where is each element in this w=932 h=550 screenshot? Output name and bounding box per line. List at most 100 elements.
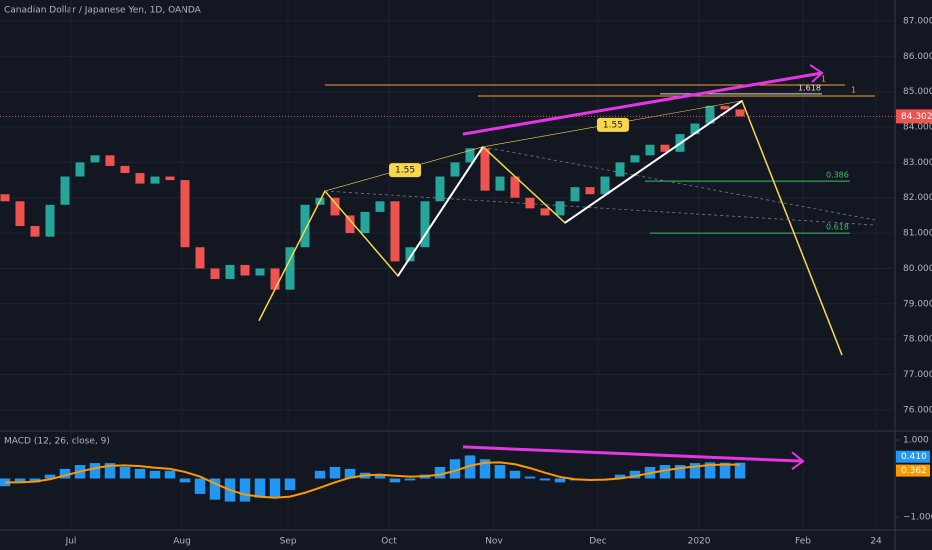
candle bbox=[405, 247, 415, 262]
candle bbox=[660, 144, 670, 152]
candle bbox=[45, 204, 55, 237]
last-value-label: 0.410 bbox=[901, 452, 927, 462]
candle bbox=[210, 268, 220, 280]
ratio-label: 1.55 bbox=[603, 120, 623, 130]
candle bbox=[270, 268, 280, 290]
candle bbox=[180, 180, 190, 248]
macd-bar bbox=[539, 478, 551, 481]
macd-bar bbox=[194, 478, 206, 494]
y-tick-label: 83.000 bbox=[903, 158, 932, 168]
last-price-box bbox=[896, 109, 932, 124]
signal-line bbox=[4, 461, 741, 499]
macd-bar bbox=[554, 478, 566, 483]
candle bbox=[195, 247, 205, 269]
macd-bar bbox=[449, 459, 461, 479]
x-tick-label: Jul bbox=[65, 537, 77, 547]
macd-bar bbox=[479, 459, 491, 479]
candle bbox=[420, 201, 430, 248]
candle bbox=[540, 208, 550, 216]
x-tick-label: Oct bbox=[381, 537, 397, 547]
x-tick-label: 24 bbox=[870, 537, 882, 547]
candle bbox=[120, 165, 130, 174]
y-tick-label: 84.000 bbox=[903, 123, 932, 133]
macd-bar bbox=[434, 466, 446, 479]
fib-label: 1 bbox=[851, 85, 856, 94]
trend-arrow bbox=[462, 71, 823, 136]
ratio-label: 1.55 bbox=[395, 166, 415, 176]
trend-leg bbox=[397, 146, 484, 277]
y-tick-label: 87.000 bbox=[903, 16, 932, 26]
candle bbox=[735, 109, 745, 117]
macd-bar bbox=[719, 462, 731, 479]
macd-bar bbox=[284, 478, 296, 491]
last-value-box bbox=[896, 464, 930, 477]
candle bbox=[225, 264, 235, 280]
y-tick-label: 80.000 bbox=[903, 264, 932, 274]
arrow-head bbox=[809, 64, 824, 83]
candle bbox=[135, 173, 145, 184]
candle bbox=[495, 176, 505, 191]
last-price-label: 84.302 bbox=[901, 112, 932, 122]
arrow-head bbox=[791, 451, 805, 470]
macd-bar bbox=[674, 465, 686, 479]
candle bbox=[465, 148, 475, 163]
candle bbox=[60, 176, 70, 205]
macd-bar bbox=[149, 470, 161, 479]
macd-title: MACD (12, 26, close, 9) bbox=[4, 437, 110, 447]
candle bbox=[480, 148, 490, 191]
candle bbox=[150, 176, 160, 184]
candle bbox=[300, 204, 310, 248]
candle bbox=[165, 176, 175, 181]
fib-label: 0.386 bbox=[826, 171, 849, 180]
macd-bar bbox=[239, 478, 251, 502]
macd-bar bbox=[629, 470, 641, 479]
x-tick-label: 2020 bbox=[688, 537, 711, 547]
macd-bar bbox=[689, 463, 701, 479]
chart-title: Canadian Dollar / Japanese Yen, 1D, OAND… bbox=[4, 6, 202, 16]
macd-bar bbox=[254, 478, 266, 498]
candle bbox=[630, 155, 640, 163]
candle bbox=[330, 197, 340, 216]
candle bbox=[255, 268, 265, 276]
candle bbox=[105, 155, 115, 166]
candle bbox=[75, 162, 85, 177]
macd-bar bbox=[464, 455, 476, 479]
fib-label: 0.618 bbox=[826, 223, 849, 232]
candle bbox=[600, 176, 610, 195]
last-value-box bbox=[896, 450, 930, 463]
macd-bar bbox=[164, 470, 176, 479]
macd-bar bbox=[89, 463, 101, 479]
macd-bar bbox=[659, 465, 671, 479]
y-tick-label: 85.000 bbox=[903, 87, 932, 97]
y-tick-label: 77.000 bbox=[903, 370, 932, 380]
candle bbox=[360, 211, 370, 234]
candle bbox=[525, 197, 535, 209]
macd-bar bbox=[734, 462, 746, 479]
macd-bar bbox=[44, 474, 56, 479]
y-tick-label: 86.000 bbox=[903, 52, 932, 62]
fib-label: 1.618 bbox=[798, 83, 821, 92]
macd-bar bbox=[494, 465, 506, 479]
candle bbox=[435, 176, 445, 202]
y-tick-label: 82.000 bbox=[903, 193, 932, 203]
x-tick-label: Sep bbox=[280, 537, 297, 547]
candle bbox=[240, 264, 250, 276]
x-tick-label: Aug bbox=[173, 537, 191, 547]
candle bbox=[375, 201, 385, 212]
candle bbox=[585, 187, 595, 195]
macd-bar bbox=[209, 478, 221, 500]
y-tick-label: 81.000 bbox=[903, 229, 932, 239]
candle bbox=[705, 105, 715, 124]
divergence-arrow bbox=[462, 445, 804, 463]
candle bbox=[390, 201, 400, 262]
x-tick-label: Nov bbox=[485, 537, 503, 547]
ratio-box bbox=[596, 117, 629, 132]
candle bbox=[30, 226, 40, 237]
macd-bar bbox=[269, 478, 281, 498]
pattern-guide bbox=[324, 190, 876, 226]
trend-leg bbox=[564, 100, 743, 224]
macd-bar bbox=[314, 470, 326, 479]
x-tick-label: Dec bbox=[589, 537, 606, 547]
y-tick-label: 76.000 bbox=[903, 405, 932, 415]
